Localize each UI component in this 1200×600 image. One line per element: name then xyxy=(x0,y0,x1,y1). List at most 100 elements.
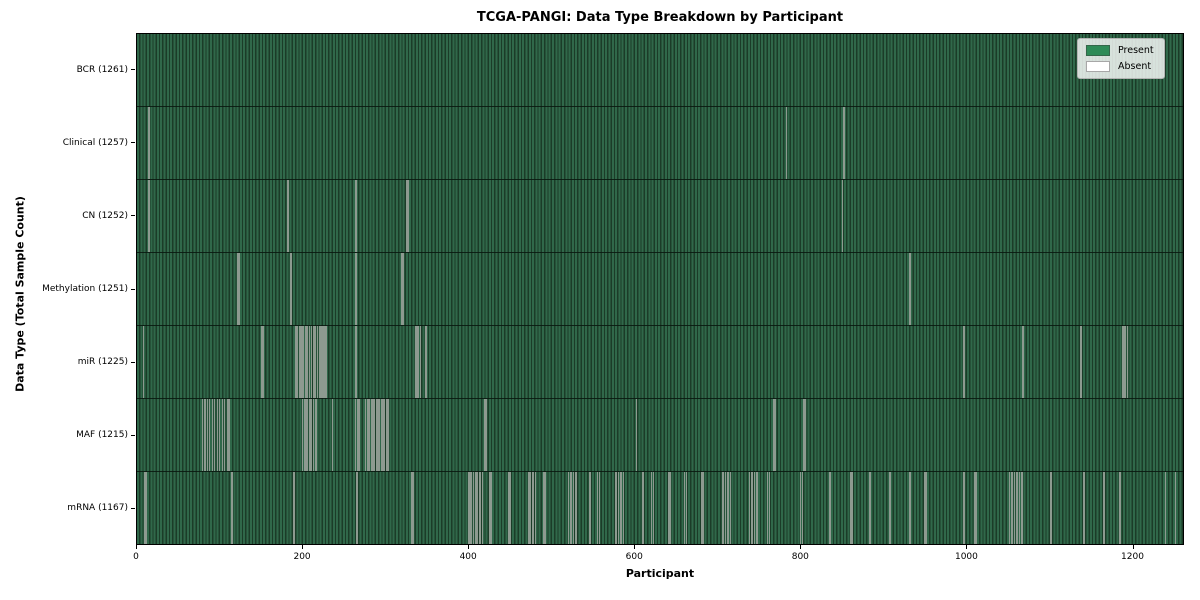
x-tick-mark xyxy=(1132,545,1134,549)
absent-mark xyxy=(888,472,891,544)
absent-mark xyxy=(567,472,570,544)
absent-mark xyxy=(974,472,976,544)
absent-mark xyxy=(481,472,484,544)
absent-mark xyxy=(385,399,388,471)
absent-mark xyxy=(301,326,303,398)
absent-mark xyxy=(148,180,150,252)
absent-mark xyxy=(685,472,688,544)
absent-mark xyxy=(1120,472,1122,544)
absent-mark xyxy=(144,472,146,544)
absent-mark xyxy=(962,326,964,398)
absent-mark xyxy=(868,472,871,544)
absent-mark xyxy=(622,472,625,544)
absent-mark xyxy=(287,180,289,252)
legend-item-present: Present xyxy=(1086,45,1154,56)
absent-mark xyxy=(147,180,150,252)
absent-mark xyxy=(412,472,414,544)
absent-mark xyxy=(425,326,427,398)
y-tick-label-miR: miR (1225) xyxy=(77,357,128,368)
absent-mark xyxy=(201,399,204,471)
absent-mark xyxy=(508,472,510,544)
absent-mark xyxy=(841,180,843,252)
absent-mark xyxy=(316,326,319,398)
absent-mark xyxy=(570,472,572,544)
absent-mark xyxy=(1050,472,1052,544)
absent-mark xyxy=(383,399,386,471)
row-CN xyxy=(137,179,1183,252)
absent-mark xyxy=(358,399,360,471)
absent-mark xyxy=(1082,472,1085,544)
present-swatch xyxy=(1086,45,1110,56)
absent-mark xyxy=(635,399,638,471)
absent-mark xyxy=(354,326,357,398)
absent-mark xyxy=(620,472,622,544)
y-tick-mark xyxy=(131,288,135,290)
absent-mark xyxy=(355,472,358,544)
absent-mark xyxy=(532,472,534,544)
absent-mark xyxy=(575,472,577,544)
absent-mark xyxy=(237,253,239,325)
absent-mark xyxy=(354,399,357,471)
absent-mark xyxy=(1049,472,1051,544)
absent-mark xyxy=(544,472,547,544)
absent-mark xyxy=(292,472,295,544)
absent-mark xyxy=(909,253,911,325)
absent-mark xyxy=(724,472,727,544)
x-axis-label: Participant xyxy=(625,567,695,580)
absent-mark xyxy=(963,472,965,544)
absent-mark xyxy=(829,472,831,544)
absent-mark xyxy=(909,472,911,544)
absent-mark xyxy=(320,326,322,398)
absent-mark xyxy=(1083,472,1085,544)
absent-mark xyxy=(849,472,852,544)
absent-mark xyxy=(588,472,591,544)
absent-swatch xyxy=(1086,61,1110,72)
absent-mark xyxy=(306,326,309,398)
absent-mark xyxy=(406,180,408,252)
absent-mark xyxy=(805,399,807,471)
x-tick-mark xyxy=(966,545,968,549)
absent-mark xyxy=(1126,326,1129,398)
y-tick-mark xyxy=(131,361,135,363)
absent-mark xyxy=(303,399,305,471)
legend: Present Absent xyxy=(1077,38,1165,79)
absent-mark xyxy=(325,326,327,398)
absent-mark xyxy=(387,399,389,471)
x-tick-mark xyxy=(136,545,137,549)
absent-mark xyxy=(369,399,371,471)
x-tick-mark xyxy=(634,545,636,549)
absent-mark xyxy=(312,399,315,471)
absent-mark xyxy=(221,399,223,471)
absent-mark xyxy=(366,399,368,471)
absent-mark xyxy=(231,472,233,544)
row-mRNA xyxy=(137,471,1183,544)
absent-mark xyxy=(355,326,358,398)
absent-mark xyxy=(382,399,384,471)
x-tick-mark xyxy=(302,545,304,549)
x-tick-mark xyxy=(468,545,470,549)
absent-mark xyxy=(772,399,775,471)
y-tick-label-BCR: BCR (1261) xyxy=(76,64,128,75)
x-tick-label-400: 400 xyxy=(459,552,477,562)
x-tick-label-1000: 1000 xyxy=(954,552,978,562)
absent-mark xyxy=(315,399,317,471)
absent-mark xyxy=(615,472,617,544)
absent-mark xyxy=(331,399,334,471)
absent-mark xyxy=(748,472,751,544)
absent-mark xyxy=(484,399,486,471)
legend-item-absent: Absent xyxy=(1086,61,1154,72)
absent-mark xyxy=(402,253,404,325)
absent-mark xyxy=(308,399,310,471)
absent-mark xyxy=(650,472,653,544)
absent-mark xyxy=(354,180,357,252)
absent-mark xyxy=(310,399,312,471)
absent-mark xyxy=(216,399,218,471)
absent-mark xyxy=(467,472,470,544)
absent-mark xyxy=(367,399,369,471)
absent-mark xyxy=(1102,472,1104,544)
absent-mark xyxy=(800,472,802,544)
absent-mark xyxy=(529,472,532,544)
absent-mark xyxy=(305,326,307,398)
absent-mark xyxy=(766,472,769,544)
absent-mark xyxy=(1008,472,1011,544)
